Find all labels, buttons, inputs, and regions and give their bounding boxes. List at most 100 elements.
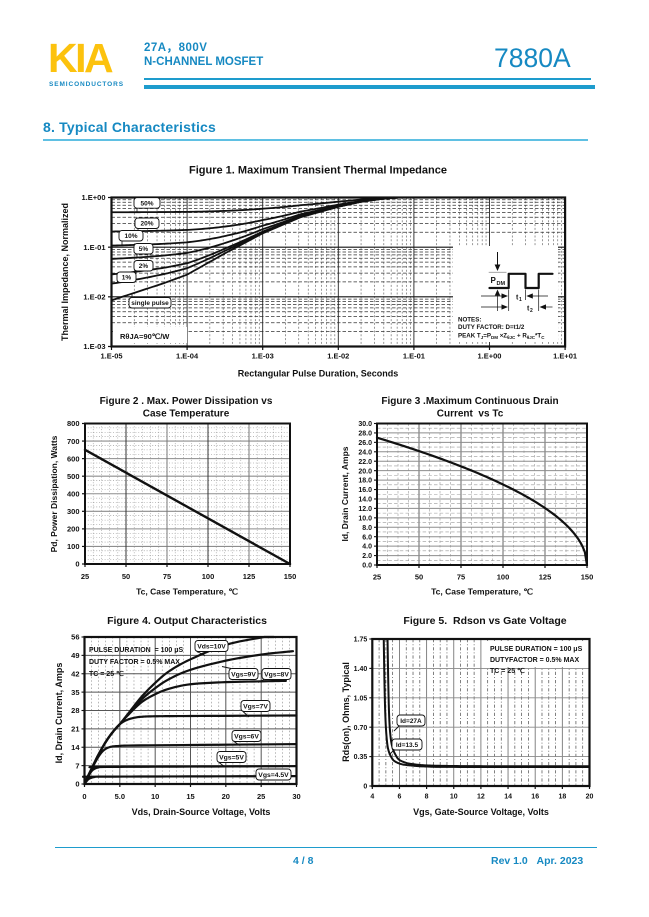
svg-text:PULSE DURATION = 100 μS: PULSE DURATION = 100 μS [89, 647, 184, 654]
svg-text:10%: 10% [124, 233, 137, 240]
svg-text:1.E-05: 1.E-05 [100, 352, 122, 361]
svg-text:125: 125 [539, 573, 552, 582]
svg-text:Vgs=9V: Vgs=9V [231, 672, 256, 679]
svg-text:150: 150 [581, 573, 594, 582]
svg-text:300: 300 [67, 507, 80, 516]
svg-text:30: 30 [292, 792, 300, 801]
svg-text:Vgs=6V: Vgs=6V [234, 734, 259, 741]
svg-text:26.0: 26.0 [358, 440, 372, 447]
svg-text:5.0: 5.0 [115, 792, 125, 801]
svg-text:0.0: 0.0 [362, 563, 372, 570]
svg-text:Vgs=7V: Vgs=7V [243, 704, 268, 711]
svg-text:Thermal Impedance, Normalized: Thermal Impedance, Normalized [60, 203, 70, 341]
svg-text:100: 100 [202, 572, 215, 581]
svg-text:NOTES:: NOTES: [458, 317, 481, 324]
svg-text:10: 10 [450, 794, 458, 801]
svg-text:56: 56 [71, 633, 79, 642]
svg-text:1.E-04: 1.E-04 [176, 352, 199, 361]
svg-text:12: 12 [477, 794, 485, 801]
svg-text:15: 15 [186, 792, 194, 801]
svg-text:P: P [491, 276, 497, 285]
svg-text:Figure 3 .Maximum Continuous D: Figure 3 .Maximum Continuous Drain [381, 396, 558, 407]
svg-text:Figure 4. Output Characteristi: Figure 4. Output Characteristics [107, 615, 267, 627]
svg-text:800: 800 [67, 419, 80, 428]
svg-text:1.E+00: 1.E+00 [82, 193, 106, 202]
svg-text:20: 20 [586, 794, 594, 801]
svg-text:30.0: 30.0 [358, 421, 372, 428]
svg-text:DUTYFACTOR = 0.5% MAX: DUTYFACTOR = 0.5% MAX [490, 657, 579, 664]
svg-text:Figure 5. Rdson vs Gate Volta: Figure 5. Rdson vs Gate Voltage [403, 615, 566, 627]
svg-text:700: 700 [67, 437, 80, 446]
svg-text:Vgs, Gate-Source Voltage, Volt: Vgs, Gate-Source Voltage, Volts [413, 807, 549, 817]
svg-text:t: t [516, 295, 519, 302]
svg-text:DUTY FACTOR: D=t1/2: DUTY FACTOR: D=t1/2 [458, 324, 525, 331]
svg-text:Vds, Drain-Source Voltage, Vol: Vds, Drain-Source Voltage, Volts [132, 807, 271, 817]
svg-text:16.0: 16.0 [358, 487, 372, 494]
svg-text:50: 50 [122, 572, 130, 581]
svg-text:10.0: 10.0 [358, 515, 372, 522]
svg-text:0: 0 [363, 784, 367, 791]
svg-text:18.0: 18.0 [358, 478, 372, 485]
svg-text:25: 25 [81, 572, 89, 581]
svg-text:Current vs Tc: Current vs Tc [437, 409, 504, 420]
svg-text:Rds(on), Ohms, Typical: Rds(on), Ohms, Typical [341, 662, 351, 762]
svg-text:Vds=10V: Vds=10V [197, 644, 226, 651]
svg-text:TC = 25 ℃: TC = 25 ℃ [89, 670, 124, 678]
svg-text:Id=27A: Id=27A [400, 718, 422, 725]
svg-text:t: t [527, 306, 530, 313]
svg-text:6: 6 [397, 794, 401, 801]
svg-text:6.0: 6.0 [362, 534, 372, 541]
svg-text:Pd, Power Dissipation, Watts: Pd, Power Dissipation, Watts [49, 435, 59, 552]
svg-text:1.E-03: 1.E-03 [83, 342, 105, 351]
svg-text:Figure 2 . Max. Power Dissipat: Figure 2 . Max. Power Dissipation vs [100, 396, 273, 407]
svg-text:RθJA=90℃/W: RθJA=90℃/W [120, 332, 170, 341]
svg-text:Vgs=8V: Vgs=8V [264, 672, 289, 679]
svg-text:single pulse: single pulse [131, 300, 169, 307]
svg-text:DUTY FACTOR = 0.5% MAX: DUTY FACTOR = 0.5% MAX [89, 659, 180, 666]
svg-text:Figure 1. Maximum Transient Th: Figure 1. Maximum Transient Thermal Impe… [189, 165, 447, 177]
svg-text:PULSE DURATION = 100 μS: PULSE DURATION = 100 μS [490, 646, 583, 653]
svg-text:0: 0 [82, 792, 86, 801]
svg-text:50%: 50% [140, 200, 153, 207]
svg-text:150: 150 [284, 572, 297, 581]
svg-text:4.0: 4.0 [362, 544, 372, 551]
svg-text:600: 600 [67, 454, 80, 463]
svg-text:4: 4 [370, 794, 374, 801]
svg-text:24.0: 24.0 [358, 449, 372, 456]
svg-text:Rectangular Pulse Duration, Se: Rectangular Pulse Duration, Seconds [238, 369, 399, 379]
svg-text:125: 125 [243, 572, 256, 581]
svg-text:8.0: 8.0 [362, 525, 372, 532]
svg-text:500: 500 [67, 472, 80, 481]
svg-text:Vgs=4.5V: Vgs=4.5V [258, 772, 289, 779]
svg-text:200: 200 [67, 525, 80, 534]
svg-text:1%: 1% [122, 275, 132, 282]
svg-text:1.E-03: 1.E-03 [252, 352, 274, 361]
svg-text:25: 25 [373, 573, 381, 582]
svg-text:1.E-01: 1.E-01 [83, 243, 105, 252]
svg-text:75: 75 [163, 572, 171, 581]
svg-text:8: 8 [425, 794, 429, 801]
svg-text:100: 100 [497, 573, 510, 582]
svg-text:100: 100 [67, 542, 80, 551]
svg-text:21: 21 [71, 725, 79, 734]
svg-text:1: 1 [519, 297, 522, 303]
svg-text:0: 0 [75, 780, 79, 789]
svg-text:75: 75 [457, 573, 465, 582]
svg-text:1.E-01: 1.E-01 [403, 352, 425, 361]
svg-text:Tc, Case Temperature, ℃: Tc, Case Temperature, ℃ [136, 587, 238, 597]
svg-text:7: 7 [75, 761, 79, 770]
svg-text:Vgs=5V: Vgs=5V [219, 755, 244, 762]
svg-text:20.0: 20.0 [358, 468, 372, 475]
svg-text:400: 400 [67, 489, 80, 498]
svg-text:50: 50 [415, 573, 423, 582]
svg-text:49: 49 [71, 651, 79, 660]
svg-text:1.E+00: 1.E+00 [478, 352, 502, 361]
svg-text:28.0: 28.0 [358, 431, 372, 438]
svg-text:0.70: 0.70 [354, 725, 368, 732]
svg-text:2%: 2% [139, 263, 149, 270]
svg-text:42: 42 [71, 670, 79, 679]
svg-text:2: 2 [530, 308, 533, 314]
svg-text:Id=13.5: Id=13.5 [396, 742, 419, 749]
svg-text:5%: 5% [139, 246, 149, 253]
svg-text:12.0: 12.0 [358, 506, 372, 513]
